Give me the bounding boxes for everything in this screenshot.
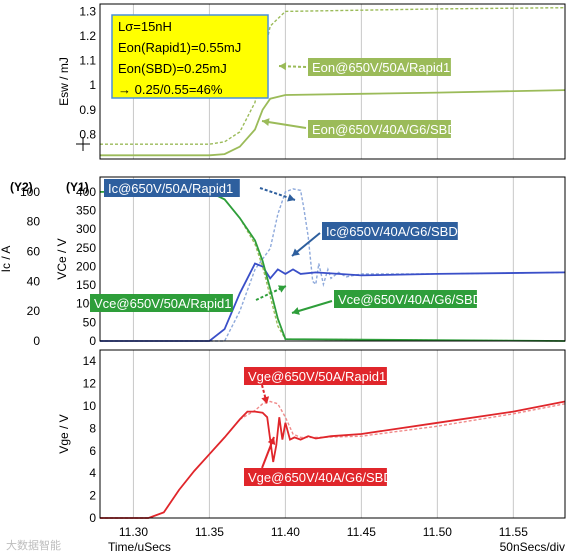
vge-y-tick-label-2: 4 xyxy=(89,466,96,480)
ic-y-tick-label-3: 60 xyxy=(27,245,41,259)
esw-label-sbd-bg xyxy=(308,120,451,138)
vce-y-tick-label-8: 400 xyxy=(76,185,96,199)
vce-y-tick-label-1: 50 xyxy=(83,315,97,329)
icvce-label-ic-rapid1-bg xyxy=(104,179,240,197)
ic-y-tick-label-0: 0 xyxy=(33,334,40,348)
vge-y-tick-label-0: 0 xyxy=(89,511,96,525)
esw-y-tick-label-1: 0.9 xyxy=(79,103,96,117)
esw-y-tick-label-3: 1.1 xyxy=(79,54,96,68)
ic-y-tick-label-4: 80 xyxy=(27,215,41,229)
vge-plot-frame xyxy=(99,349,566,519)
icvce-label-ic-rapid1: Ic@650V/50A/Rapid1 xyxy=(108,181,233,196)
esw-arrow-sbd xyxy=(261,120,307,129)
vge-label-sbd-bg xyxy=(244,468,387,486)
vge-y-tick-label-4: 8 xyxy=(89,421,96,435)
vge-series-line-0 xyxy=(100,400,566,519)
icvce-arrow-ic-rapid1-head xyxy=(287,193,295,202)
esw-y-axis-label: Esw / mJ xyxy=(57,57,71,106)
vge-y-tick-label-5: 10 xyxy=(83,399,97,413)
icvce-series-line-2 xyxy=(100,191,566,342)
icvce-label-vce-sbd: Vce@650V/40A/G6/SBD xyxy=(338,292,482,307)
vce-y-tick-label-3: 150 xyxy=(76,278,96,292)
axis-tag-y1: (Y1) xyxy=(66,180,89,194)
axis-tag-y2: (Y2) xyxy=(10,180,33,194)
icvce-arrow-vce-rapid1-head xyxy=(277,285,286,293)
vge-label-rapid1-bg xyxy=(244,367,387,385)
x-tick-label-1: 11.35 xyxy=(195,525,224,539)
icvce-arrow-vce-sbd-head xyxy=(292,307,300,315)
icvce-arrow-ic-sbd-head xyxy=(292,248,300,256)
ic-y-tick-label-5: 100 xyxy=(20,185,40,199)
esw-y-tick-label-0: 0.8 xyxy=(79,127,96,141)
x-tick-label-5: 11.55 xyxy=(499,525,528,539)
icvce-series-line-1 xyxy=(100,262,566,342)
vge-arrow-sbd-head xyxy=(267,437,276,445)
esw-series-line-1 xyxy=(100,89,566,157)
annotation-line-2: Eon(SBD)=0.25mJ xyxy=(118,61,227,76)
vge-y-tick-label-7: 14 xyxy=(83,354,97,368)
x-tick-label-3: 11.45 xyxy=(347,525,376,539)
vge-y-tick-label-1: 2 xyxy=(89,489,96,503)
vce-y-tick-label-5: 250 xyxy=(76,241,96,255)
vge-label-sbd: Vge@650V/40A/G6/SBD xyxy=(248,470,393,485)
vge-label-rapid1: Vge@650V/50A/Rapid1 xyxy=(248,369,386,384)
annotation-line-1: Eon(Rapid1)=0.55mJ xyxy=(118,40,241,55)
vce-y-tick-label-0: 0 xyxy=(89,334,96,348)
esw-arrow-rapid1-head xyxy=(279,62,287,71)
vce-y-tick-label-6: 300 xyxy=(76,222,96,236)
esw-y-tick-label-4: 1.2 xyxy=(79,29,96,43)
ic-y-tick-label-1: 20 xyxy=(27,304,41,318)
time-scale-note: 50nSecs/div xyxy=(500,540,565,554)
vge-series-line-1 xyxy=(100,400,566,519)
annotation-box xyxy=(111,14,269,99)
vge-y-tick-label-3: 6 xyxy=(89,444,96,458)
ic-y-axis-label: Ic / A xyxy=(0,246,13,273)
vce-y-tick-label-4: 200 xyxy=(76,259,96,273)
vce-y-tick-label-7: 350 xyxy=(76,204,96,218)
icvce-label-ic-sbd-bg xyxy=(322,222,458,240)
icvce-label-vce-sbd-bg xyxy=(334,290,477,308)
panel-vge: 0 2 4 6 8 10 12 14 Vge / V 11.30 11.35 11.40 11.45 11… xyxy=(57,349,566,539)
vge-y-axis-label: Vge / V xyxy=(57,414,71,453)
vce-y-axis-label: VCe / V xyxy=(55,238,69,279)
x-tick-label-0: 11.30 xyxy=(119,525,148,539)
annotation-line-3: → 0.25/0.55=46% xyxy=(118,82,223,97)
esw-plot-frame xyxy=(99,3,566,160)
esw-y-tick-label-2: 1 xyxy=(89,78,96,92)
x-axis-title: Time/uSecs xyxy=(108,540,171,554)
icvce-series-line-0 xyxy=(100,188,566,342)
icvce-label-ic-sbd: Ic@650V/40A/G6/SBD xyxy=(326,224,458,239)
icvce-plot-frame xyxy=(99,176,566,342)
icvce-series-line-3 xyxy=(100,191,566,342)
vge-y-tick-label-6: 12 xyxy=(83,377,97,391)
esw-series-line-0 xyxy=(100,7,566,145)
x-tick-label-4: 11.50 xyxy=(423,525,452,539)
esw-y-tick-label-5: 1.3 xyxy=(79,4,96,18)
icvce-label-vce-rapid1-bg xyxy=(90,294,233,312)
ic-y-tick-label-2: 40 xyxy=(27,274,41,288)
esw-label-sbd: Eon@650V/40A/G6/SBD xyxy=(312,122,457,137)
esw-arrow-sbd-head xyxy=(262,118,270,127)
icvce-label-vce-rapid1: Vce@650V/50A/Rapid1 xyxy=(94,296,232,311)
annotation-line-0: Lσ=15nH xyxy=(118,19,172,34)
vge-arrow-rapid1-head xyxy=(261,396,270,404)
x-tick-label-2: 11.40 xyxy=(271,525,300,539)
esw-label-rapid1: Eon@650V/50A/Rapid1 xyxy=(312,60,450,75)
panel-esw: 0.8 0.9 1 1.1 1.2 1.3 Esw / mJ Lσ=15nH Eon(Rapid… xyxy=(57,3,566,160)
watermark: 大数据智能 xyxy=(6,538,61,552)
esw-label-rapid1-bg xyxy=(308,58,451,76)
